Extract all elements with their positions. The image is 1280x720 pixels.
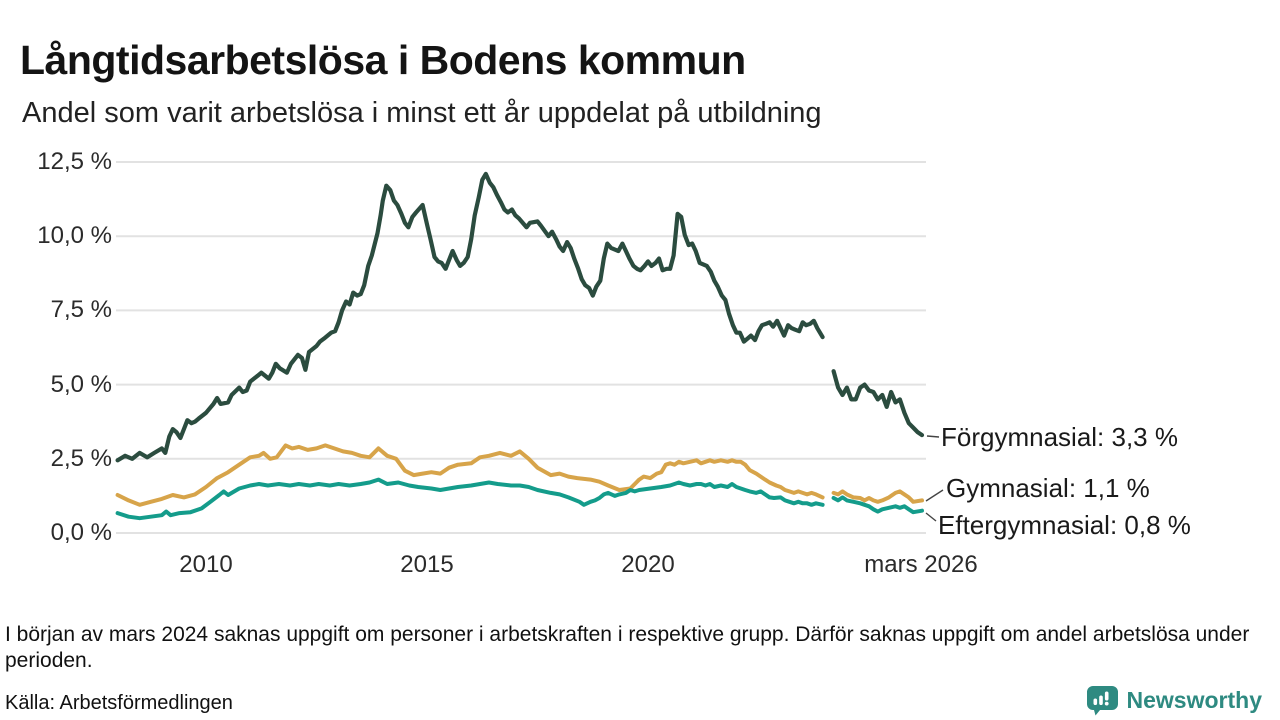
source-label: Källa: Arbetsförmedlingen [5, 692, 233, 714]
y-axis-tick-label: 0,0 % [50, 519, 112, 546]
series-line-gymnasial [115, 443, 825, 507]
line-chart: Förgymnasial: 3,3 % Gymnasial: 1,1 % Eft… [37, 148, 1191, 578]
footnote: I början av mars 2024 saknas uppgift om … [5, 623, 1250, 672]
series-line-eftergymnasial [115, 477, 825, 521]
chart-subtitle: Andel som varit arbetslösa i minst ett å… [22, 97, 822, 129]
series-end-label-forgymnasial: Förgymnasial: 3,3 % [941, 422, 1178, 452]
series-line-gymnasial [831, 489, 924, 504]
y-axis-tick-label: 10,0 % [37, 222, 112, 250]
x-axis-tick-label: 2020 [621, 551, 675, 578]
series-end-label-eftergymnasial: Eftergymnasial: 0,8 % [938, 510, 1191, 540]
x-axis-tick-label: 2010 [179, 551, 233, 578]
chart-title: Långtidsarbetslösa i Bodens kommun [20, 37, 746, 84]
y-axis-tick-label: 5,0 % [50, 370, 112, 398]
y-axis-tick-label: 7,5 % [50, 296, 112, 324]
series-line-eftergymnasial [831, 495, 924, 515]
y-axis-tick-label: 2,5 % [50, 444, 112, 472]
series-line-forgymnasial [831, 369, 925, 438]
y-axis-tick-label: 12,5 % [37, 148, 112, 175]
x-axis-tick-label: mars 2026 [864, 551, 978, 578]
x-axis-tick-label: 2015 [400, 551, 454, 578]
label-connector-gymnasial [925, 489, 944, 502]
label-connector-eftergymnasial [925, 512, 937, 522]
newsworthy-branding: Newsworthy [1086, 685, 1262, 716]
label-connector-forgymnasial [926, 435, 940, 438]
newsworthy-speech-bubble-bar-chart-icon [1086, 686, 1118, 716]
chart-plot-area [115, 161, 944, 534]
series-end-label-gymnasial: Gymnasial: 1,1 % [946, 473, 1150, 503]
series-line-forgymnasial [115, 171, 825, 463]
newsworthy-wordmark: Newsworthy [1126, 687, 1262, 713]
